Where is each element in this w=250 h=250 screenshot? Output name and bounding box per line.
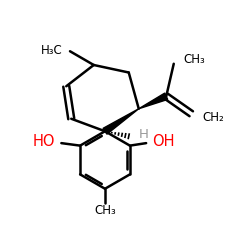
Text: HO: HO: [32, 134, 55, 149]
Text: OH: OH: [152, 134, 175, 149]
Polygon shape: [139, 93, 168, 109]
Text: CH₂: CH₂: [202, 111, 224, 124]
Polygon shape: [103, 109, 139, 134]
Text: H₃C: H₃C: [41, 44, 62, 57]
Text: H: H: [139, 128, 148, 141]
Text: CH₃: CH₃: [94, 204, 116, 216]
Text: CH₃: CH₃: [183, 53, 205, 66]
